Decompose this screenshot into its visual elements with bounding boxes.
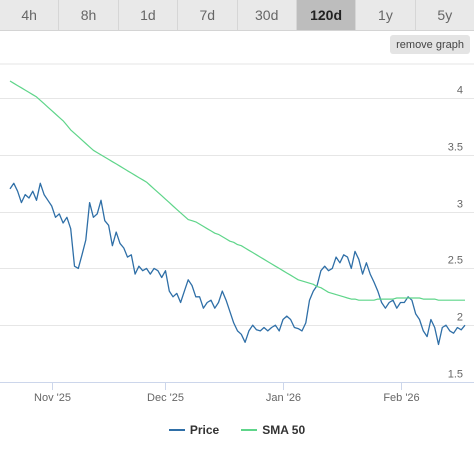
tab-120d[interactable]: 120d — [296, 0, 357, 30]
y-tick-label: 2 — [457, 312, 463, 324]
legend-swatch-sma — [241, 429, 258, 431]
time-range-tabs: 4h 8h 1d 7d 30d 120d 1y 5y — [0, 0, 474, 31]
chart-legend: Price SMA 50 — [0, 420, 474, 440]
x-tick-label: Jan '26 — [266, 392, 301, 404]
y-tick-label: 1.5 — [448, 369, 463, 381]
x-tick-label: Feb '26 — [383, 392, 419, 404]
remove-graph-button[interactable]: remove graph — [390, 35, 470, 54]
legend-label-price: Price — [189, 423, 220, 437]
tab-7d[interactable]: 7d — [178, 0, 238, 30]
legend-label-sma: SMA 50 — [262, 423, 306, 437]
axes: 1.5 2 2.5 3 3.5 4 Nov '25 Dec '25 Jan '26 Feb '26 — [0, 85, 474, 404]
sma-50-line — [9, 80, 465, 301]
x-tick-label: Dec '25 — [147, 392, 184, 404]
series-lines — [9, 80, 466, 346]
legend-item-price[interactable]: Price — [168, 423, 220, 437]
legend-item-sma[interactable]: SMA 50 — [241, 423, 305, 437]
x-tick-label: Nov '25 — [34, 392, 71, 404]
tab-1y[interactable]: 1y — [356, 0, 416, 30]
y-tick-label: 3.5 — [448, 142, 463, 154]
y-tick-label: 2.5 — [448, 255, 463, 267]
y-tick-label: 4 — [457, 85, 463, 97]
legend-swatch-price — [168, 429, 185, 431]
price-line — [9, 182, 466, 346]
grid-lines — [0, 63, 474, 383]
tab-5y[interactable]: 5y — [437, 7, 453, 23]
y-tick-label: 3 — [457, 199, 463, 211]
tab-30d[interactable]: 30d — [238, 0, 297, 30]
price-chart: 1.5 2 2.5 3 3.5 4 Nov '25 Dec '25 Jan '26 Feb '26 — [0, 63, 474, 404]
tab-4h[interactable]: 4h — [0, 0, 60, 30]
tab-1d[interactable]: 1d — [119, 0, 179, 30]
tab-8h[interactable]: 8h — [59, 0, 119, 30]
